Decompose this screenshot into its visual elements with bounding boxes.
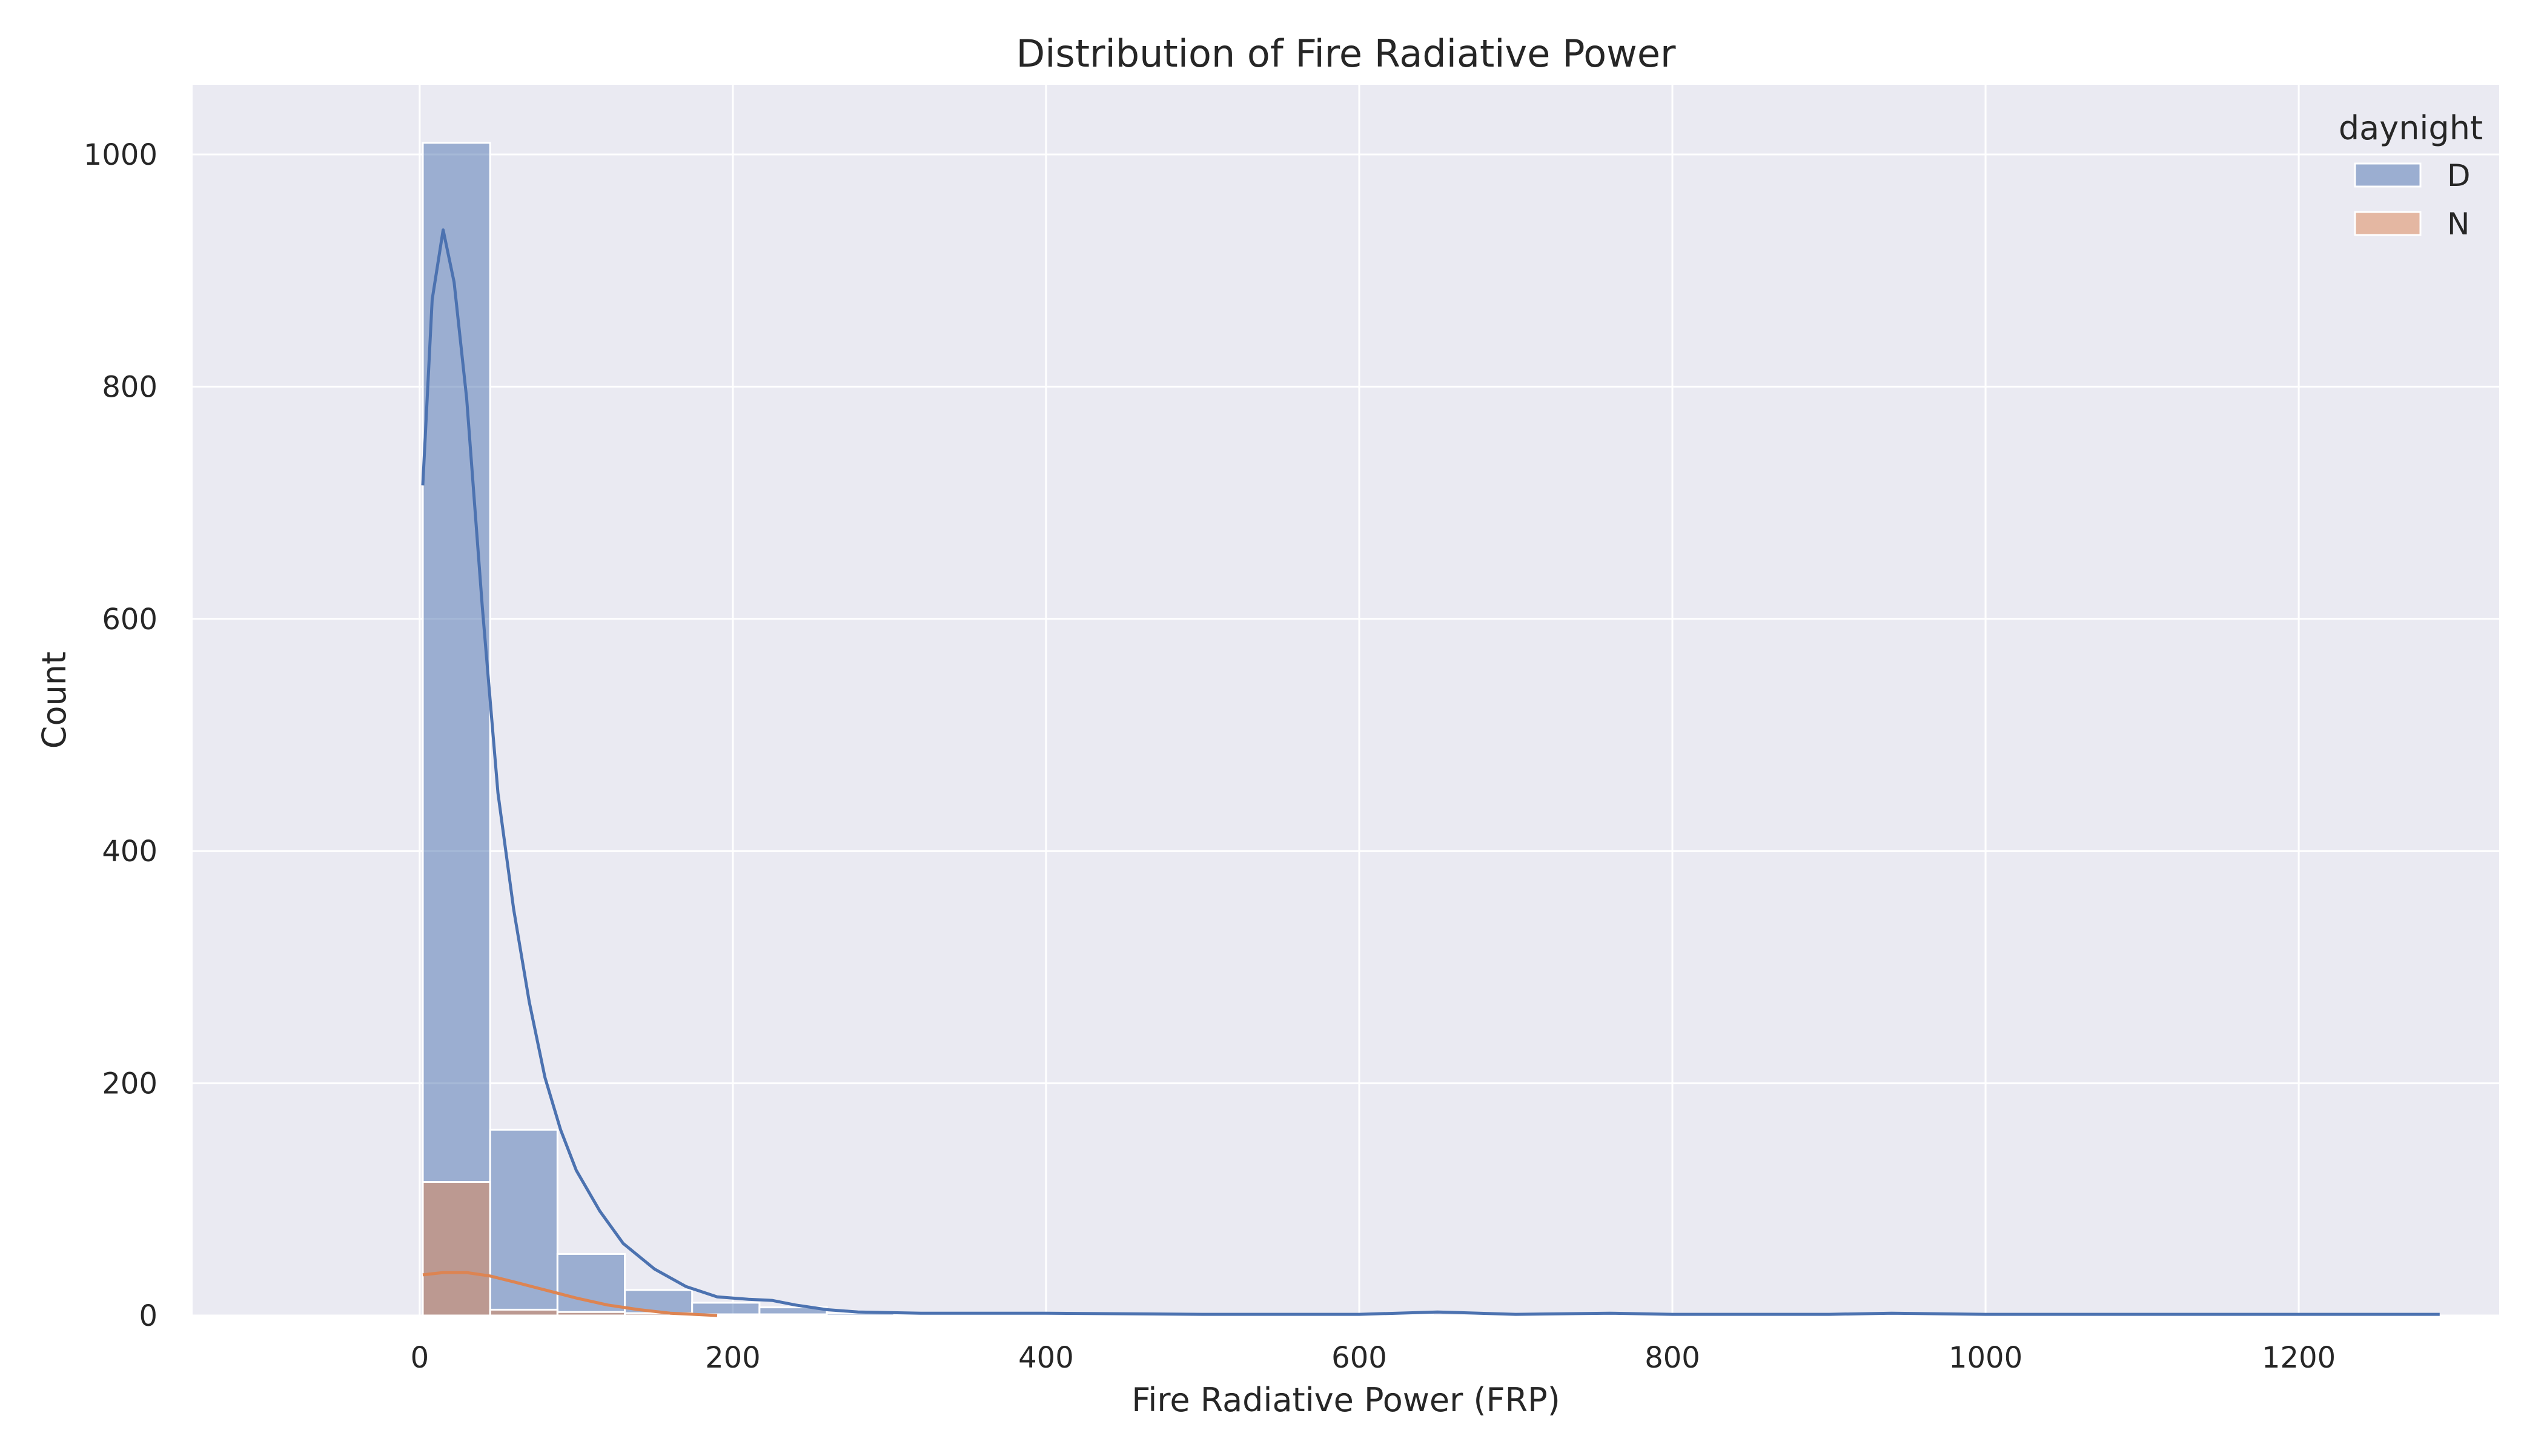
y-axis-label: Count bbox=[35, 652, 73, 749]
legend-label-d: D bbox=[2447, 158, 2471, 193]
x-tick-label: 600 bbox=[1331, 1341, 1387, 1375]
y-tick-label: 0 bbox=[139, 1299, 157, 1333]
x-tick-label: 1200 bbox=[2262, 1341, 2336, 1375]
x-tick-label: 1000 bbox=[1949, 1341, 2022, 1375]
x-tick-label: 400 bbox=[1018, 1341, 1074, 1375]
kde-curves bbox=[421, 228, 2440, 1317]
y-tick-label: 400 bbox=[102, 835, 157, 869]
bar-d-1 bbox=[489, 1128, 558, 1317]
bar-n-1 bbox=[489, 1308, 558, 1317]
y-tick-label: 600 bbox=[102, 603, 157, 637]
bar-n-5 bbox=[758, 1313, 828, 1317]
plot-background bbox=[193, 85, 2499, 1315]
x-tick-label: 200 bbox=[705, 1341, 761, 1375]
y-tick-label: 800 bbox=[102, 370, 157, 404]
legend-label-n: N bbox=[2447, 207, 2469, 242]
bar-n-0 bbox=[422, 1181, 491, 1317]
x-tick-label: 0 bbox=[411, 1341, 429, 1375]
tick-labels: 0 200 400 600 800 1000 1200 0 200 400 600 800 1000 bbox=[84, 138, 2336, 1375]
chart-title: Distribution of Fire Radiative Power bbox=[1016, 31, 1676, 76]
kde-line-d bbox=[421, 228, 2440, 1316]
x-tick-label: 800 bbox=[1645, 1341, 1700, 1375]
kde-line-n bbox=[422, 1271, 718, 1317]
y-tick-label: 1000 bbox=[84, 138, 157, 172]
bar-d-0 bbox=[422, 142, 491, 1317]
histogram-bars bbox=[422, 142, 1973, 1317]
y-tick-label: 200 bbox=[102, 1067, 157, 1101]
legend: daynight D N bbox=[2339, 109, 2483, 242]
x-axis-label: Fire Radiative Power (FRP) bbox=[1131, 1381, 1560, 1419]
legend-swatch-n bbox=[2354, 211, 2422, 236]
bar-n-2 bbox=[556, 1311, 626, 1317]
legend-swatch-d bbox=[2354, 162, 2422, 188]
legend-title: daynight bbox=[2339, 109, 2483, 147]
